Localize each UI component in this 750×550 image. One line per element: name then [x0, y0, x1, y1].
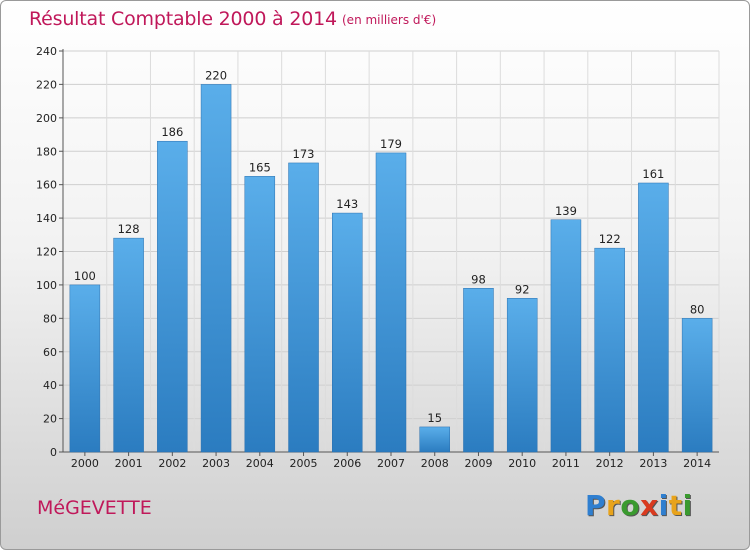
data-label: 186 — [161, 125, 183, 139]
y-tick-label: 220 — [36, 78, 57, 91]
x-tick-label: 2011 — [552, 457, 580, 470]
data-label: 15 — [427, 411, 442, 425]
bar — [550, 219, 582, 453]
x-tick-label: 2007 — [377, 457, 405, 470]
bar — [375, 152, 407, 453]
y-tick-label: 200 — [36, 112, 57, 125]
y-tick-label: 140 — [36, 212, 57, 225]
data-label: 173 — [293, 147, 315, 161]
bar — [288, 162, 319, 453]
data-label: 179 — [380, 137, 402, 151]
bar — [506, 298, 538, 453]
x-tick-label: 2004 — [246, 457, 274, 470]
bar — [419, 426, 450, 453]
x-tick-label: 2001 — [115, 457, 143, 470]
data-label: 100 — [74, 269, 96, 283]
data-label: 128 — [118, 222, 140, 236]
data-label: 139 — [555, 204, 577, 218]
y-tick-label: 20 — [43, 413, 57, 426]
y-tick-label: 80 — [43, 312, 57, 325]
y-tick-label: 160 — [36, 179, 57, 192]
y-tick-label: 0 — [50, 446, 57, 459]
data-label: 220 — [205, 68, 227, 82]
bar — [69, 284, 101, 453]
bar — [594, 247, 625, 453]
data-label: 143 — [336, 197, 358, 211]
x-tick-label: 2000 — [71, 457, 99, 470]
bar — [463, 288, 494, 453]
data-label: 98 — [471, 272, 486, 286]
bar — [638, 182, 669, 453]
bar — [244, 176, 276, 453]
data-label: 122 — [599, 232, 621, 246]
chart-title: Résultat Comptable 2000 à 2014 — [29, 8, 337, 30]
data-label: 161 — [642, 167, 664, 181]
x-tick-label: 2013 — [639, 457, 667, 470]
logo-letter: i — [658, 489, 669, 522]
x-tick-label: 2014 — [683, 457, 711, 470]
data-label: 165 — [249, 160, 271, 174]
y-tick-label: 120 — [36, 246, 57, 259]
logo-letter: r — [606, 489, 621, 522]
bar — [157, 140, 188, 453]
bar — [200, 84, 232, 453]
y-tick-label: 60 — [43, 346, 57, 359]
x-tick-label: 2003 — [202, 457, 230, 470]
bar — [113, 237, 144, 453]
x-tick-label: 2005 — [290, 457, 318, 470]
y-tick-label: 240 — [36, 45, 57, 58]
x-tick-label: 2008 — [421, 457, 449, 470]
x-tick-label: 2002 — [158, 457, 186, 470]
y-tick-label: 100 — [36, 279, 57, 292]
x-tick-label: 2006 — [333, 457, 361, 470]
logo-letter: t — [668, 489, 683, 522]
data-label: 92 — [515, 282, 530, 296]
logo-letter: x — [640, 489, 659, 522]
bar — [332, 212, 363, 453]
commune-name: MéGEVETTE — [37, 497, 152, 519]
x-tick-label: 2010 — [508, 457, 536, 470]
chart-unit: (en milliers d'€) — [342, 13, 437, 27]
data-label: 80 — [690, 302, 705, 316]
logo-letter: i — [682, 489, 693, 522]
proxiti-logo: Proxiti — [585, 489, 693, 522]
logo-letter: o — [620, 489, 641, 522]
logo-letter: P — [585, 489, 607, 522]
bar — [681, 318, 713, 453]
y-tick-label: 180 — [36, 145, 57, 158]
x-tick-label: 2012 — [596, 457, 624, 470]
x-tick-label: 2009 — [464, 457, 492, 470]
y-tick-label: 40 — [43, 379, 57, 392]
